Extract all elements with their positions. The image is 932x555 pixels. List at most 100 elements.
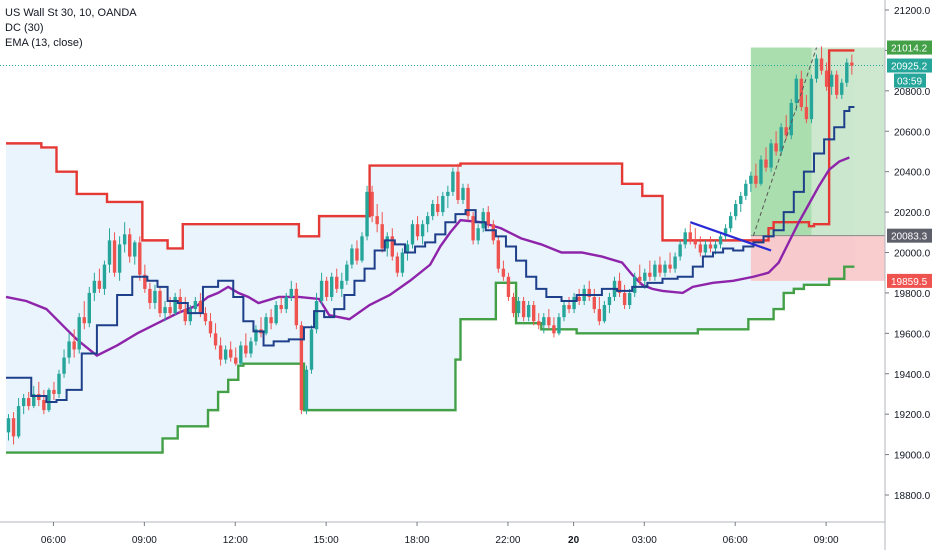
candle-body (850, 62, 854, 66)
candle-body (567, 305, 571, 310)
candle-body (410, 224, 415, 245)
candle-body (223, 349, 228, 360)
legend-symbol[interactable]: US Wall St 30, 10, OANDA (5, 7, 137, 19)
candle-body (122, 234, 127, 245)
countdown-label: 03:59 (897, 77, 922, 88)
candle-body (476, 228, 480, 241)
candle-body (87, 292, 91, 324)
time-tick-label: 15:00 (314, 535, 339, 546)
candle-body (461, 187, 465, 200)
candle-body (289, 288, 293, 297)
candle-body (668, 264, 672, 269)
candle-body (698, 244, 703, 253)
candle-body (607, 296, 612, 306)
chart-legend: US Wall St 30, 10, OANDA DC (30) EMA (13… (5, 6, 137, 51)
candle-body (597, 309, 602, 322)
candle-body (67, 341, 71, 358)
ema-line (6, 106, 855, 404)
candle-body (764, 159, 768, 168)
candle-body (789, 102, 793, 136)
candle-body (249, 341, 253, 354)
candle-body (809, 78, 814, 120)
candle-body (309, 329, 314, 370)
legend-ema[interactable]: EMA (13, close) (5, 37, 83, 49)
candle-body (688, 232, 692, 241)
candle-body (633, 276, 637, 293)
candle-body (723, 228, 728, 237)
candle-body (829, 74, 834, 87)
candle-body (284, 296, 288, 310)
candle-body (335, 276, 339, 289)
time-tick-label: 06:00 (41, 535, 66, 546)
price-tick-label: 20200.0 (894, 208, 931, 219)
candle-body (208, 321, 213, 334)
candle-body (340, 280, 344, 289)
candle-body (658, 264, 662, 273)
legend-donchian[interactable]: DC (30) (5, 22, 44, 34)
stop-price-label-bg (887, 273, 932, 288)
candle-body (562, 305, 566, 318)
candle-body (627, 292, 632, 306)
candle-body (673, 256, 677, 269)
candle-body (269, 317, 273, 324)
candle-body (213, 333, 218, 346)
candle-body (542, 317, 546, 326)
candle-body (173, 296, 177, 314)
countdown-bg (894, 73, 926, 88)
target-price-label-bg (887, 40, 932, 55)
candle-body (739, 195, 743, 204)
trendline-drawing (689, 221, 772, 252)
candle-body (27, 398, 31, 407)
price-tick-label: 20400.0 (894, 168, 931, 179)
candle-body (516, 301, 521, 314)
price-tick-label: 19200.0 (894, 410, 931, 421)
time-tick-label: 12:00 (223, 535, 248, 546)
candle-body (552, 325, 556, 334)
candle-body (244, 345, 248, 354)
candle-body (496, 240, 501, 269)
candle-body (97, 280, 102, 289)
candle-body (754, 175, 758, 184)
candle-body (138, 242, 142, 275)
candle-body (532, 305, 536, 322)
candle-body (734, 204, 738, 217)
candle-body (693, 240, 697, 245)
candle-body (643, 272, 647, 281)
candle-body (683, 232, 687, 245)
candle-body (400, 252, 405, 273)
candle-body (314, 301, 319, 330)
donchian-upper-line (6, 49, 855, 250)
candle-body (759, 159, 763, 184)
candle-body (648, 272, 652, 277)
candle-body (279, 305, 283, 310)
candle-body (824, 70, 829, 87)
time-tick-label: 09:00 (814, 535, 839, 546)
candle-body (617, 280, 622, 293)
price-tick-label: 20000.0 (894, 249, 931, 260)
candle-body (622, 292, 627, 306)
entry-price-label-bg (887, 228, 932, 243)
candle-body (703, 244, 708, 253)
price-tick-label: 18800.0 (894, 491, 931, 502)
time-tick-label: 20 (568, 535, 580, 546)
candle-body (158, 290, 162, 314)
candle-body (229, 349, 233, 358)
candle-body (148, 288, 152, 304)
candle-body (804, 107, 809, 120)
candle-body (299, 325, 304, 411)
candle-body (774, 143, 778, 152)
candle-body (47, 389, 51, 411)
candle-body (365, 191, 369, 237)
time-tick-label: 06:00 (723, 535, 748, 546)
donchian-lower-line (6, 265, 855, 454)
candle-body (526, 305, 531, 318)
candle-body (355, 248, 359, 261)
price-tick-label: 20600.0 (894, 127, 931, 138)
candle-body (784, 127, 788, 136)
candle-body (638, 276, 642, 281)
target-price-label: 21014.2 (891, 44, 928, 55)
donchian-fill (6, 50, 855, 453)
price-tick-label: 21200.0 (894, 6, 931, 17)
